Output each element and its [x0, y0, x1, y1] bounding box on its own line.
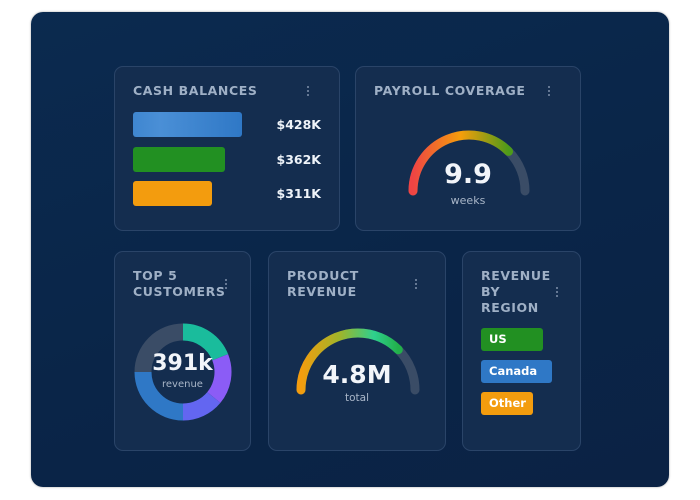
cash-value-2: $362K — [276, 152, 321, 167]
customers-unit: revenue — [162, 379, 203, 390]
card-title-line-2: REVENUE — [287, 284, 357, 299]
product-revenue-gauge — [296, 328, 420, 395]
payroll-value: 9.9 — [444, 159, 492, 190]
payroll-coverage-card: PAYROLL COVERAGE 9.9 weeks — [355, 66, 581, 231]
donut-segment-3 — [182, 391, 221, 421]
donut-segment-1 — [182, 323, 229, 361]
kebab-menu-icon[interactable] — [548, 86, 551, 98]
kebab-menu-icon[interactable] — [415, 279, 418, 291]
card-title: TOP 5 CUSTOMERS — [133, 268, 226, 300]
card-title: PRODUCT REVENUE — [287, 268, 359, 300]
cash-bar-2 — [133, 147, 226, 172]
revenue-by-region-card: REVENUE BY REGION US Canada Other — [462, 251, 581, 451]
customers-donut — [134, 323, 232, 421]
cash-balances-card: CASH BALANCES $428K $362K $311K — [114, 66, 340, 231]
product-revenue-card: PRODUCT REVENUE 4.8M total — [268, 251, 446, 451]
payroll-gauge-fill — [408, 130, 514, 196]
payroll-unit: weeks — [450, 194, 486, 207]
card-title-line-1: PRODUCT — [287, 268, 359, 283]
product-revenue-gauge-fill — [296, 328, 403, 395]
region-bar-other: Other — [481, 392, 533, 415]
top-customers-card: TOP 5 CUSTOMERS 391k revenue — [114, 251, 251, 451]
kebab-menu-icon[interactable] — [556, 287, 559, 299]
card-title-line-3: REGION — [481, 300, 539, 315]
card-title-line-2: CUSTOMERS — [133, 284, 226, 299]
region-bar-canada: Canada — [481, 360, 552, 383]
card-title: PAYROLL COVERAGE — [374, 83, 526, 98]
donut-segment-2 — [206, 354, 232, 403]
card-title: REVENUE BY REGION — [481, 268, 551, 316]
card-title-line-2: BY — [481, 284, 501, 299]
donut-segment-4 — [134, 371, 184, 421]
kebab-menu-icon[interactable] — [307, 86, 310, 98]
card-title-line-1: TOP 5 — [133, 268, 178, 283]
cash-bar-1 — [133, 112, 242, 137]
donut-segment-5 — [134, 323, 184, 373]
product-revenue-unit: total — [344, 392, 369, 404]
product-revenue-value: 4.8M — [322, 360, 392, 389]
region-bar-us: US — [481, 328, 544, 351]
payroll-gauge — [408, 130, 530, 196]
cash-value-3: $311K — [276, 186, 321, 201]
card-title-line-1: REVENUE — [481, 268, 551, 283]
kebab-menu-icon[interactable] — [225, 279, 228, 291]
card-title: CASH BALANCES — [133, 83, 258, 98]
cash-value-1: $428K — [276, 117, 321, 132]
customers-value: 391k — [152, 351, 213, 376]
cash-bar-3 — [133, 181, 213, 206]
